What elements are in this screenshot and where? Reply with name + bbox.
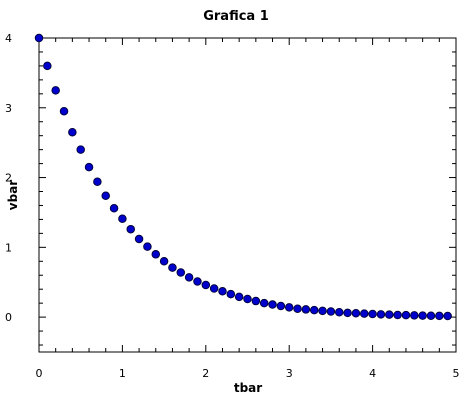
- data-point: [360, 309, 369, 318]
- data-point: [393, 310, 402, 320]
- data-point: [410, 311, 419, 320]
- data-point: [159, 257, 169, 266]
- data-point: [151, 250, 161, 259]
- data-point: [418, 311, 427, 320]
- data-point: [243, 294, 252, 304]
- data-point: [284, 303, 294, 312]
- data-point: [134, 234, 144, 244]
- data-point: [276, 301, 286, 311]
- y-tick-label: 1: [5, 241, 12, 254]
- y-tick-label: 2: [5, 172, 12, 185]
- data-point: [426, 311, 436, 320]
- data-point: [68, 127, 77, 137]
- data-point: [51, 86, 60, 95]
- data-point: [93, 177, 102, 186]
- data-point: [234, 292, 244, 302]
- tick-labels: 0 1 2 3 4 5 0 1 2 3 4: [5, 32, 460, 380]
- data-point: [109, 204, 119, 213]
- data-point: [376, 310, 386, 319]
- data-point: [368, 309, 377, 319]
- data-points: [34, 33, 452, 321]
- data-point: [251, 296, 261, 306]
- data-point: [268, 300, 277, 309]
- data-point: [59, 107, 69, 116]
- data-point: [435, 311, 444, 321]
- data-point: [184, 273, 194, 282]
- data-point: [84, 162, 94, 172]
- x-tick-label: 5: [453, 367, 460, 380]
- data-point: [326, 307, 336, 316]
- data-point: [118, 214, 127, 223]
- y-tick-label: 4: [5, 32, 12, 45]
- data-point: [201, 280, 211, 290]
- data-point: [218, 287, 227, 296]
- data-point: [168, 263, 177, 272]
- data-point: [351, 309, 361, 318]
- data-point: [226, 289, 236, 299]
- x-tick-label: 3: [286, 367, 293, 380]
- data-point: [209, 284, 219, 293]
- data-point: [334, 307, 344, 317]
- data-point: [259, 298, 269, 308]
- x-tick-label: 4: [369, 367, 376, 380]
- data-point: [293, 304, 302, 313]
- data-point: [193, 277, 202, 286]
- data-point: [143, 242, 152, 251]
- data-point: [176, 268, 186, 277]
- data-point: [301, 305, 311, 314]
- data-point: [101, 191, 110, 200]
- x-tick-label: 2: [202, 367, 209, 380]
- data-point: [401, 310, 411, 320]
- x-tick-label: 1: [119, 367, 126, 380]
- y-tick-label: 3: [5, 102, 12, 115]
- axis-ticks: [38, 37, 457, 352]
- data-point: [76, 145, 85, 154]
- y-tick-label: 0: [5, 311, 12, 324]
- data-point: [318, 306, 327, 316]
- data-point: [126, 224, 135, 234]
- x-axis-label: tbar: [234, 381, 262, 395]
- data-point: [343, 308, 352, 318]
- y-axis-label: vbar: [6, 180, 20, 211]
- x-tick-label: 0: [36, 367, 43, 380]
- data-point: [443, 311, 452, 321]
- chart-title: Grafica 1: [203, 9, 269, 24]
- data-point: [43, 61, 52, 71]
- plot-area-frame: [38, 37, 457, 353]
- data-point: [385, 310, 394, 319]
- data-point: [34, 33, 44, 43]
- data-point: [309, 305, 319, 315]
